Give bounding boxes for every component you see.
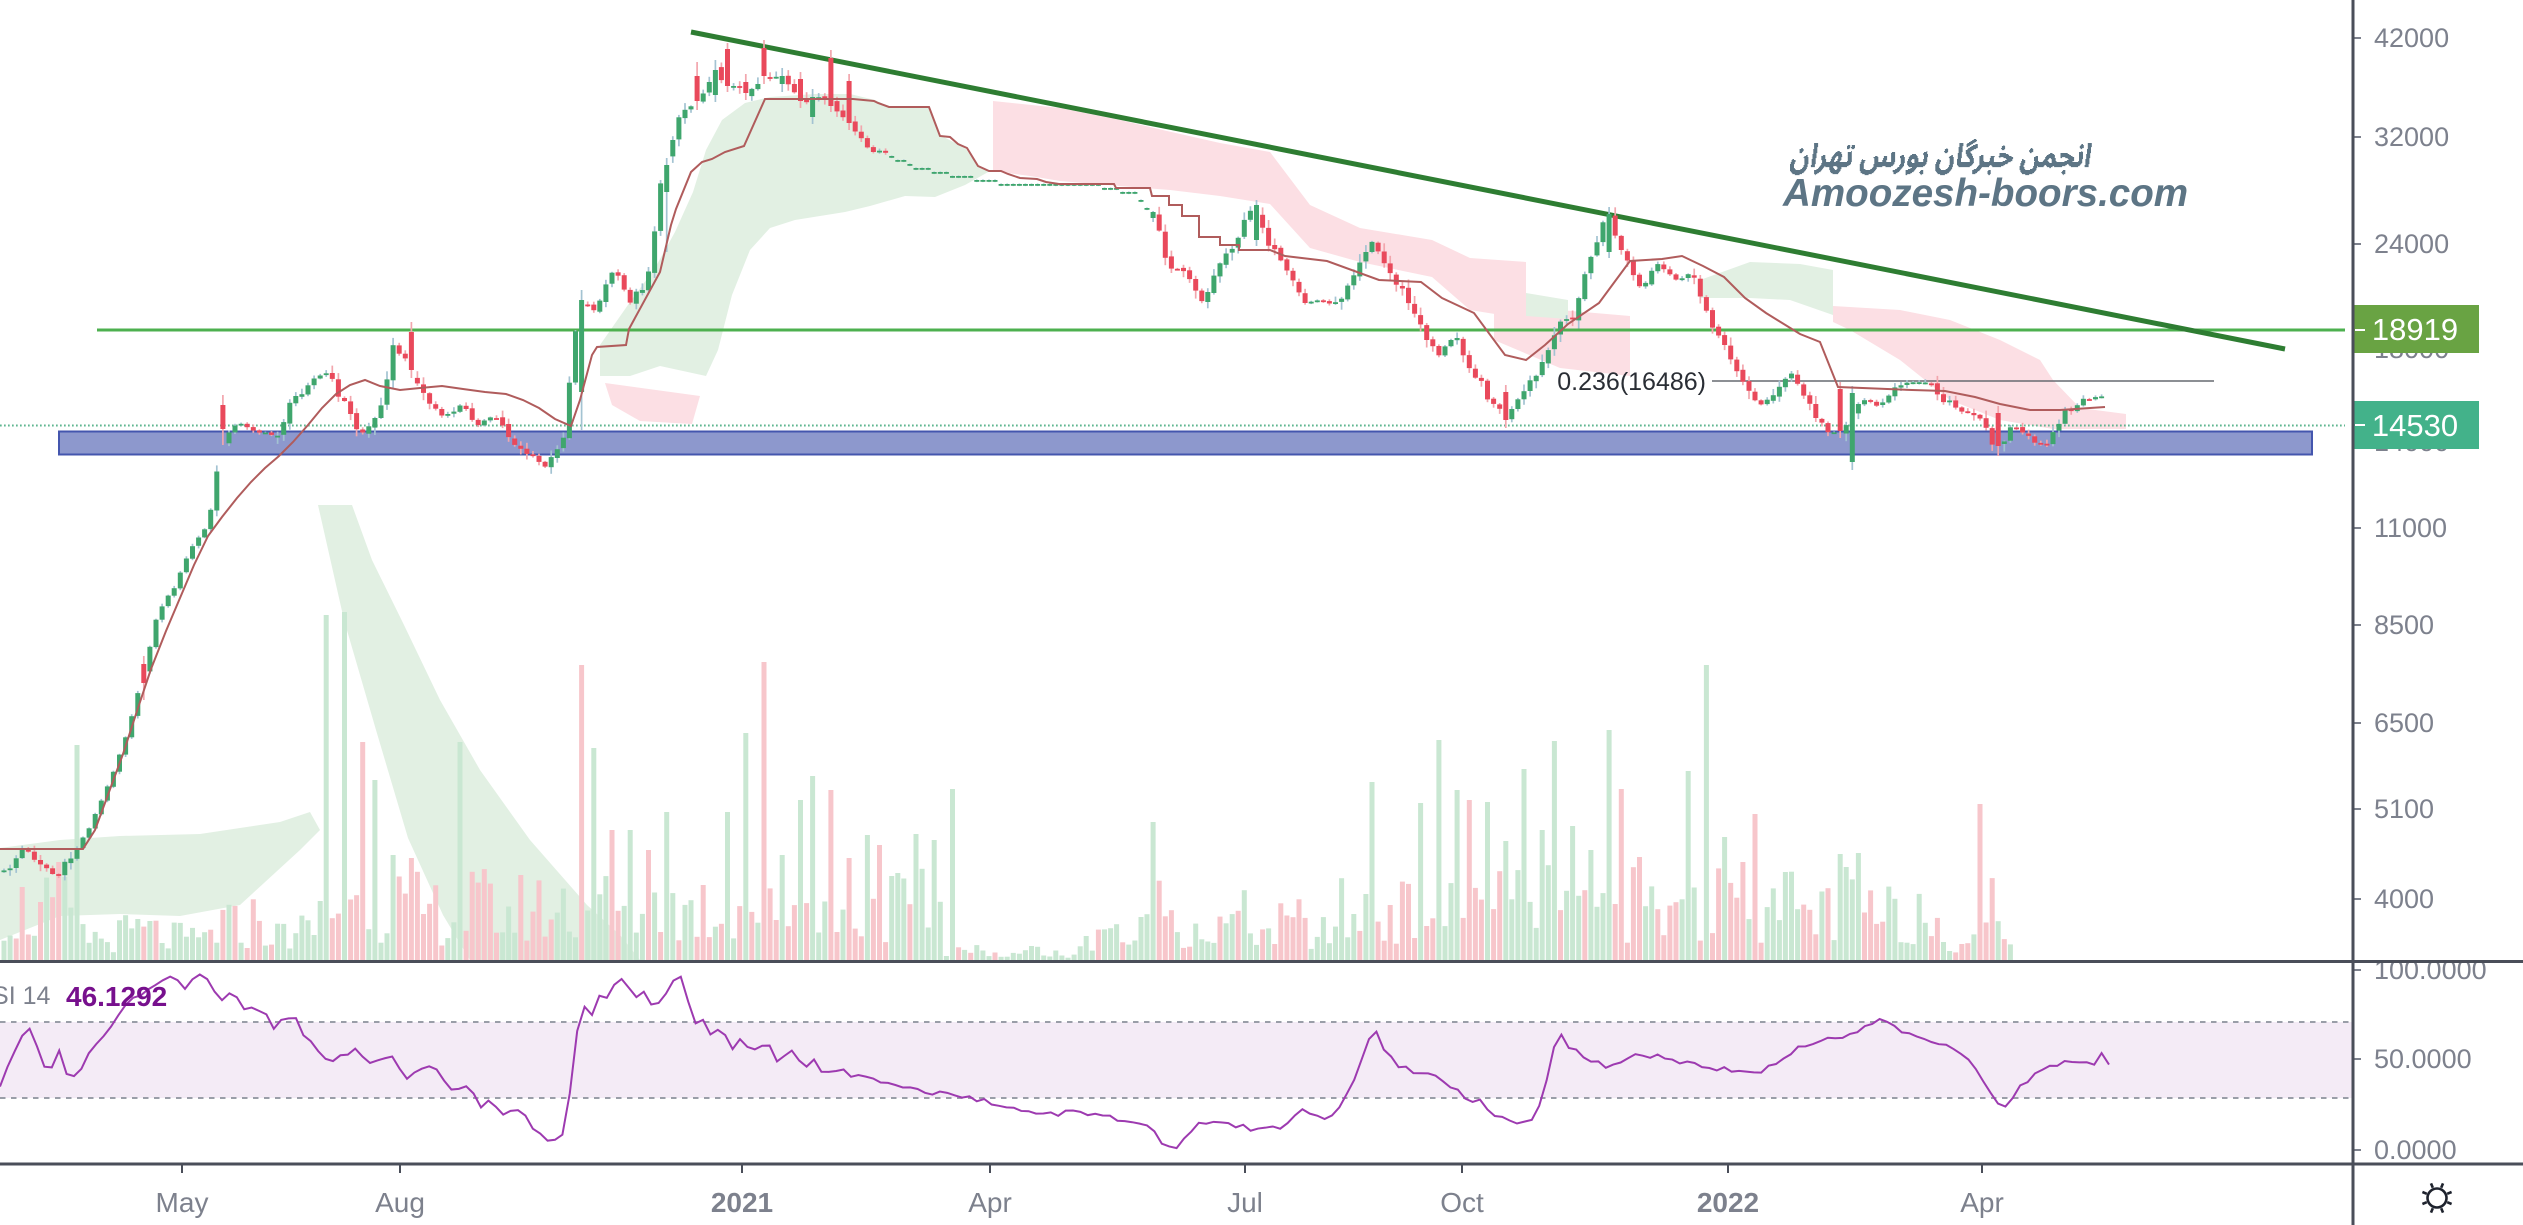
svg-text:Apr: Apr xyxy=(1960,1187,2004,1218)
svg-text:24000: 24000 xyxy=(2374,229,2449,259)
svg-text:Oct: Oct xyxy=(1440,1187,1484,1218)
svg-text:32000: 32000 xyxy=(2374,122,2449,152)
svg-text:5100: 5100 xyxy=(2374,794,2434,824)
svg-text:May: May xyxy=(156,1187,209,1218)
svg-text:0.236(16486): 0.236(16486) xyxy=(1557,368,1706,396)
svg-text:RSI 14: RSI 14 xyxy=(0,982,51,1010)
svg-text:0.0000: 0.0000 xyxy=(2374,1135,2457,1165)
svg-text:50.0000: 50.0000 xyxy=(2374,1044,2472,1074)
svg-text:100.0000: 100.0000 xyxy=(2374,955,2487,985)
svg-text:14530: 14530 xyxy=(2372,408,2458,443)
svg-text:Aug: Aug xyxy=(375,1187,425,1218)
svg-text:Jul: Jul xyxy=(1227,1187,1263,1218)
svg-text:2021: 2021 xyxy=(711,1187,773,1218)
svg-text:18919: 18919 xyxy=(2372,312,2458,347)
svg-text:46.1292: 46.1292 xyxy=(66,981,167,1012)
svg-text:11000: 11000 xyxy=(2374,513,2447,543)
svg-text:4000: 4000 xyxy=(2374,884,2434,914)
svg-text:6500: 6500 xyxy=(2374,708,2434,738)
svg-text:Amoozesh-boors.com: Amoozesh-boors.com xyxy=(1782,172,2188,215)
svg-text:8500: 8500 xyxy=(2374,610,2434,640)
svg-text:42000: 42000 xyxy=(2374,23,2449,53)
svg-text:Apr: Apr xyxy=(968,1187,1012,1218)
svg-text:2022: 2022 xyxy=(1697,1187,1759,1218)
